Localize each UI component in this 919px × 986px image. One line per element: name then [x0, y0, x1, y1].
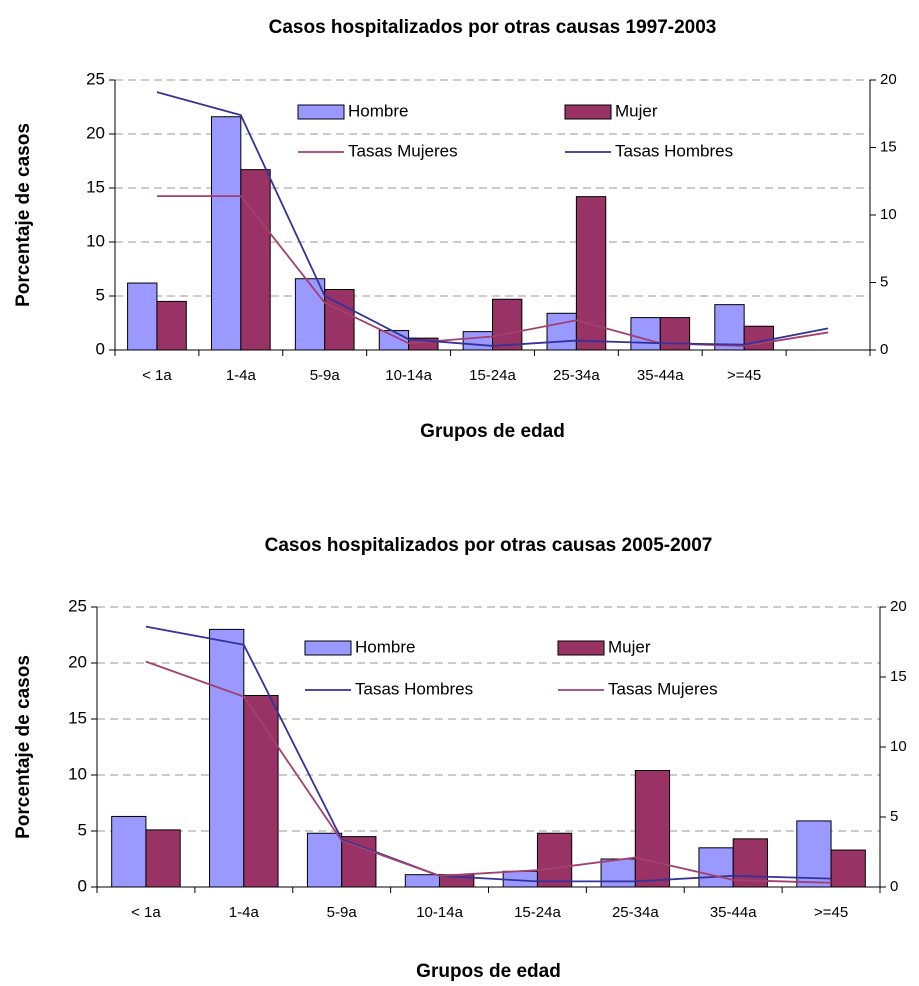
y-tick-label: 25: [86, 69, 105, 88]
chart-title: Casos hospitalizados por otras causas 19…: [269, 17, 717, 38]
legend-label: Tasas Mujeres: [608, 679, 718, 698]
y2-tick-label: 0: [880, 341, 888, 358]
bar: [634, 770, 671, 888]
bar: [630, 317, 661, 351]
y2-tick-label: 5: [890, 808, 898, 825]
legend-label: Hombre: [355, 637, 415, 656]
bar: [546, 312, 577, 351]
y-tick-label: 0: [96, 339, 105, 358]
y2-tick-label: 0: [890, 878, 898, 895]
y-tick-label: 10: [86, 231, 105, 250]
x-tick-label: < 1a: [142, 367, 172, 384]
y2-tick-label: 5: [880, 273, 888, 290]
legend-label: Tasas Mujeres: [348, 141, 458, 160]
x-tick-label: 15-24a: [514, 904, 561, 921]
x-tick-label: 10-14a: [416, 904, 463, 921]
y-tick-label: 25: [68, 596, 87, 615]
y-tick-label: 0: [78, 876, 87, 895]
legend-label: Tasas Hombres: [615, 141, 733, 160]
bar: [714, 304, 745, 351]
y-tick-label: 5: [96, 285, 105, 304]
bar: [156, 300, 187, 351]
y-tick-label: 20: [68, 652, 87, 671]
legend-swatch: [564, 104, 612, 120]
bar: [243, 694, 279, 888]
x-tick-label: 1-4a: [226, 367, 257, 384]
x-tick-label: 35-44a: [710, 904, 757, 921]
y2-tick-label: 15: [880, 138, 897, 155]
chart-title: Casos hospitalizados por otras causas 20…: [265, 535, 713, 556]
bar: [830, 849, 866, 888]
bar: [732, 838, 768, 888]
legend-swatch: [304, 640, 352, 656]
bar: [145, 829, 181, 888]
x-tick-label: 35-44a: [637, 367, 684, 384]
y2-tick-label: 10: [880, 206, 897, 223]
y2-tick-label: 10: [890, 738, 907, 755]
bar: [111, 815, 147, 888]
bar: [698, 847, 734, 888]
bar: [743, 325, 775, 351]
bar: [294, 278, 326, 351]
legend-label: Mujer: [615, 101, 658, 120]
y2-tick-label: 20: [880, 71, 897, 88]
x-tick-label: >=45: [814, 904, 848, 921]
x-tick-label: 15-24a: [469, 367, 516, 384]
legend-swatch: [297, 104, 345, 120]
x-tick-label: 25-34a: [612, 904, 659, 921]
bar: [796, 820, 832, 888]
x-tick-label: 5-9a: [327, 904, 358, 921]
legend-label: Mujer: [608, 637, 651, 656]
y2-tick-label: 20: [890, 598, 907, 615]
bar: [600, 858, 636, 888]
bar: [492, 298, 523, 351]
bar: [462, 331, 493, 351]
x-tick-label: >=45: [727, 367, 761, 384]
x-tick-label: 10-14a: [385, 367, 432, 384]
bar: [210, 116, 242, 351]
bar: [324, 289, 355, 351]
bar: [404, 874, 441, 888]
bar: [341, 836, 377, 888]
x-tick-label: < 1a: [131, 904, 161, 921]
legend-swatch: [557, 640, 605, 656]
bar: [659, 317, 691, 351]
y-tick-label: 15: [68, 708, 87, 727]
line-series: [145, 660, 832, 884]
bar: [127, 282, 158, 351]
x-axis-label: Grupos de edad: [416, 961, 561, 982]
x-tick-label: 5-9a: [310, 367, 341, 384]
y-axis-label: Porcentaje de casos: [13, 123, 34, 307]
y-tick-label: 5: [78, 820, 87, 839]
x-tick-label: 25-34a: [553, 367, 600, 384]
legend-label: Tasas Hombres: [355, 679, 473, 698]
line-series: [156, 91, 829, 347]
y-axis-label: Porcentaje de casos: [13, 655, 34, 839]
bar: [536, 832, 573, 888]
y2-tick-label: 15: [890, 668, 907, 685]
legend-label: Hombre: [348, 101, 408, 120]
bar: [240, 169, 271, 351]
y-tick-label: 20: [86, 123, 105, 142]
x-axis-label: Grupos de edad: [420, 421, 565, 442]
x-tick-label: 1-4a: [229, 904, 260, 921]
bar: [209, 628, 245, 888]
y-tick-label: 15: [86, 177, 105, 196]
y-tick-label: 10: [68, 764, 87, 783]
bar: [306, 832, 343, 888]
